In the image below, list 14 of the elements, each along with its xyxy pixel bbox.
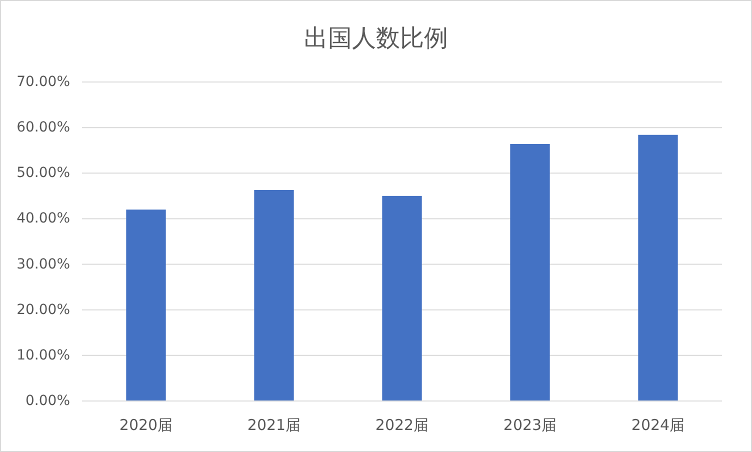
title: 出国人数比例 xyxy=(304,24,448,52)
ytick: 10.00% xyxy=(16,347,70,364)
ytick: 60.00% xyxy=(16,120,70,136)
ytick: 30.00% xyxy=(16,256,70,272)
ytick: 50.00% xyxy=(16,165,70,182)
xtick: 2022届 xyxy=(375,416,429,434)
ytick: 70.00% xyxy=(16,74,70,90)
xtick: 2020届 xyxy=(119,416,173,434)
xtick: 2021届 xyxy=(247,416,301,434)
ytick: 0.00% xyxy=(26,393,70,409)
ytick: 20.00% xyxy=(16,302,70,318)
xtick: 2024届 xyxy=(631,416,685,434)
xtick: 2023届 xyxy=(503,416,557,434)
ytick: 40.00% xyxy=(16,210,70,227)
